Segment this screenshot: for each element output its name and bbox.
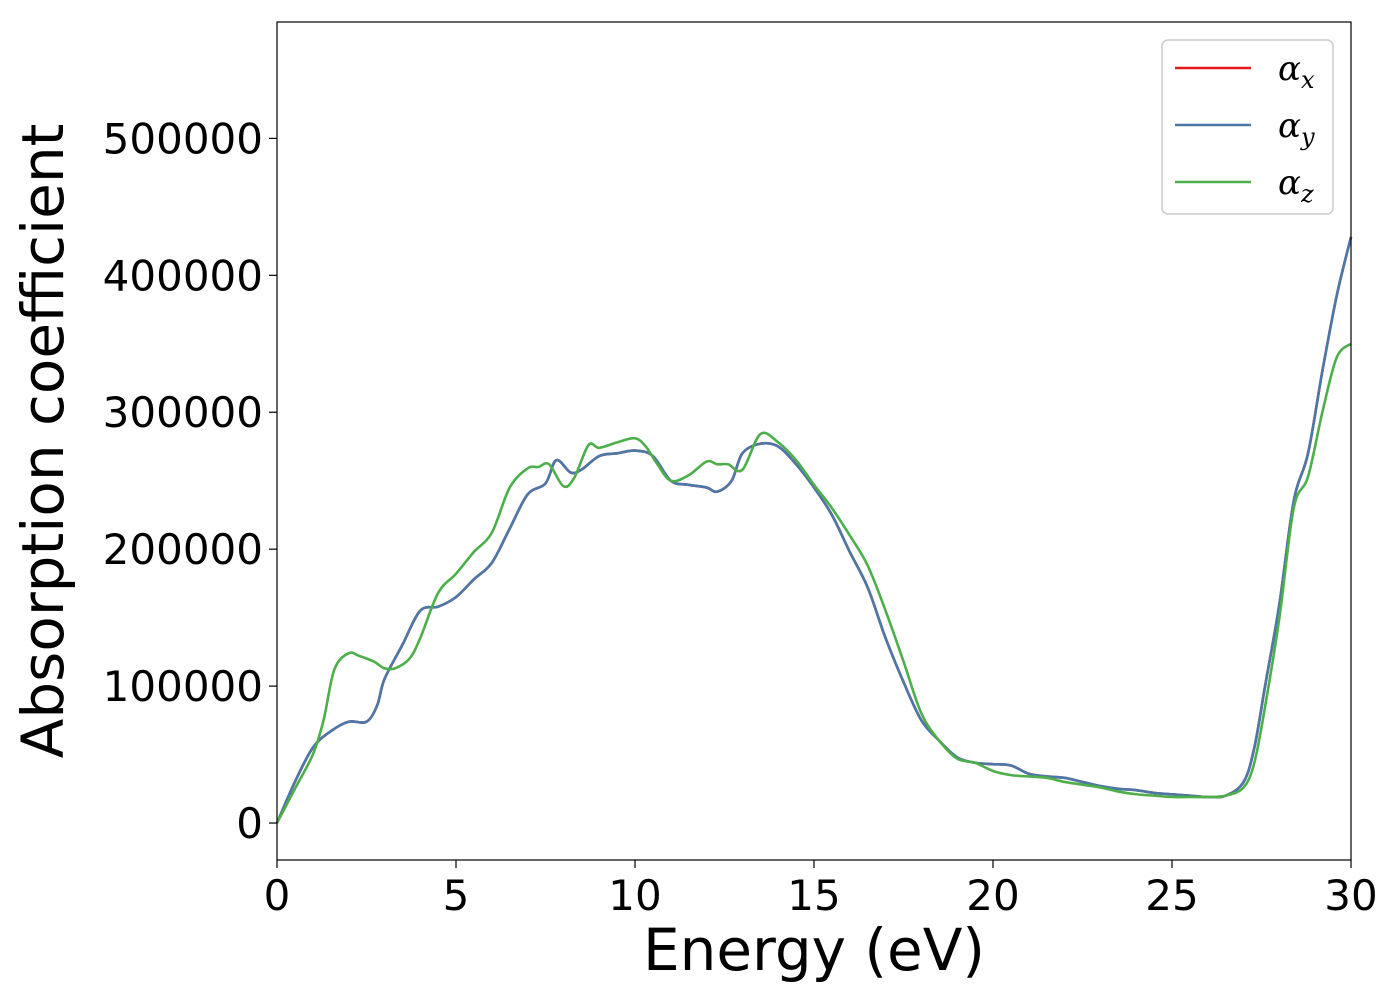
y-axis-ticks: 0 100000 200000 300000 400000 500000 bbox=[103, 114, 277, 848]
y-tick-label: 0 bbox=[236, 799, 263, 848]
x-tick-label: 15 bbox=[787, 871, 840, 920]
x-tick-label: 10 bbox=[608, 871, 661, 920]
legend-label-y: αy bbox=[1278, 106, 1315, 151]
y-tick-label: 400000 bbox=[103, 251, 263, 300]
y-axis-label: Absorption coefficient bbox=[9, 124, 77, 759]
x-tick-label: 20 bbox=[966, 871, 1019, 920]
series-line-x bbox=[275, 236, 1353, 824]
legend-box bbox=[1161, 39, 1334, 215]
y-tick-label: 100000 bbox=[103, 662, 263, 711]
y-tick-label: 500000 bbox=[103, 114, 263, 163]
x-axis-label: Energy (eV) bbox=[643, 916, 985, 984]
x-tick-label: 30 bbox=[1324, 871, 1377, 920]
y-tick-label: 300000 bbox=[103, 388, 263, 437]
series-line-z bbox=[275, 342, 1352, 824]
y-tick-label: 200000 bbox=[103, 525, 263, 574]
x-tick-label: 25 bbox=[1145, 871, 1198, 920]
legend-label-x: αx bbox=[1278, 49, 1315, 94]
x-axis-ticks: 0 5 10 15 20 25 30 bbox=[264, 860, 1378, 920]
series-line-y bbox=[275, 236, 1353, 824]
legend: αx αy αz bbox=[1161, 39, 1334, 215]
x-tick-label: 0 bbox=[264, 871, 291, 920]
x-tick-label: 5 bbox=[443, 871, 470, 920]
legend-label-z: αz bbox=[1278, 163, 1314, 208]
plot-layer bbox=[275, 236, 1353, 824]
